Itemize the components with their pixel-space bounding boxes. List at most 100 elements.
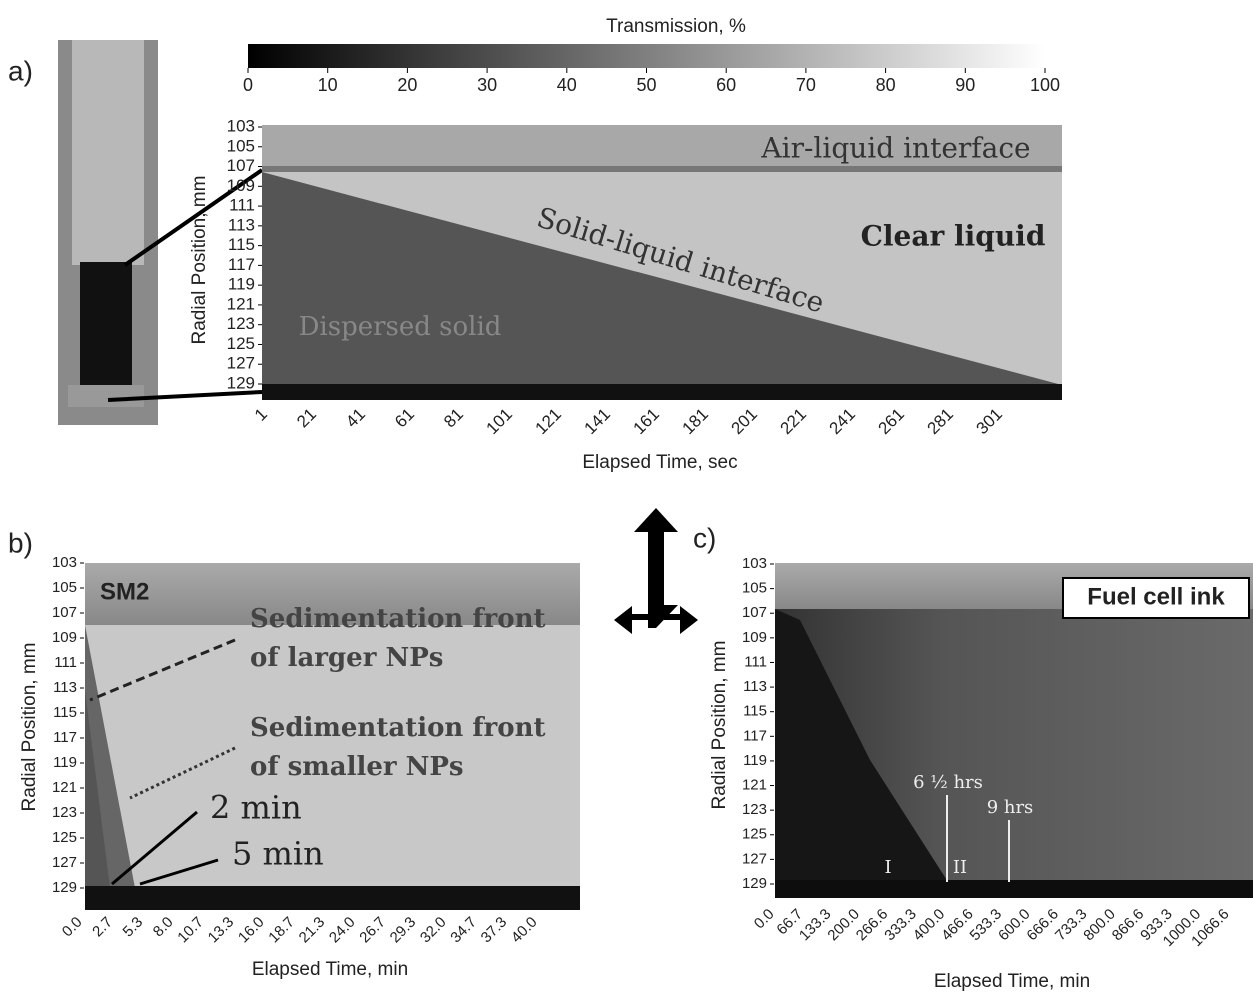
y-tick-label: 129: [227, 373, 255, 392]
colorbar-tick-label: 90: [955, 75, 975, 95]
x-tick-label: 733.3: [1052, 906, 1091, 945]
heatmap: [262, 125, 1062, 400]
connector: [123, 168, 264, 267]
x-tick-label: 81: [440, 405, 467, 432]
x-tick-label: 241: [826, 405, 859, 438]
annotation: 2 min: [210, 789, 302, 827]
y-tick-label: 105: [742, 580, 767, 597]
annotation: 6 ½ hrs: [913, 772, 983, 793]
colorbar-tick-label: 40: [557, 75, 577, 95]
colorbar-tick-label: 20: [397, 75, 417, 95]
arrow: [89, 638, 236, 702]
x-tick-label: 32.0: [417, 914, 450, 947]
x-tick-label: 1: [251, 405, 271, 425]
x-tick-label: 29.3: [387, 914, 420, 947]
x-tick-label: 21.3: [296, 914, 329, 947]
y-tick-label: 115: [53, 704, 77, 721]
annotation: 9 hrs: [987, 797, 1034, 818]
arrow: [111, 810, 198, 886]
x-tick-label: 16.0: [235, 914, 268, 947]
annotation: Sedimentation front: [250, 604, 546, 634]
annotation: Dispersed solid: [299, 312, 502, 342]
photo: [58, 40, 158, 425]
x-tick-label: 21: [293, 405, 320, 432]
x-tick-label: 161: [630, 405, 663, 438]
x-tick-label: 800.0: [1080, 906, 1119, 945]
x-tick-label: 2.7: [89, 914, 116, 941]
x-axis-label: Elapsed Time, min: [934, 971, 1090, 992]
y-tick-label: 119: [228, 275, 255, 294]
arrow: [139, 858, 219, 886]
y-tick-label: 121: [742, 777, 767, 794]
colorbar-tick-label: 70: [796, 75, 816, 95]
y-tick-label: 103: [52, 554, 77, 571]
x-tick-label: 133.3: [796, 906, 835, 945]
x-tick-label: 5.3: [120, 914, 147, 941]
y-tick-label: 119: [743, 752, 767, 769]
x-axis-label: Elapsed Time, sec: [582, 452, 737, 473]
colorbar-tick-label: 100: [1030, 75, 1060, 95]
annotation: I: [884, 857, 891, 878]
y-tick-label: 111: [744, 653, 767, 670]
colorbar-tick-label: 50: [636, 75, 656, 95]
colorbar: [248, 44, 1045, 68]
annotation: 5 min: [232, 835, 324, 873]
heatmap: [85, 563, 580, 910]
annotation: Sedimentation front: [250, 713, 546, 743]
arrow: [129, 746, 236, 800]
y-tick-label: 117: [53, 729, 77, 746]
y-tick-label: 125: [52, 829, 77, 846]
x-tick-label: 466.6: [938, 906, 977, 945]
y-tick-label: 115: [228, 235, 255, 254]
y-tick-label: 109: [742, 629, 767, 646]
y-tick-label: 111: [54, 654, 77, 671]
x-tick-label: 201: [728, 405, 761, 438]
y-tick-label: 113: [53, 679, 77, 696]
x-tick-label: 26.7: [356, 914, 389, 947]
y-axis-label: Radial Position, mm: [189, 176, 210, 345]
x-axis-label: Elapsed Time, min: [252, 959, 408, 980]
y-tick-label: 127: [52, 854, 77, 871]
y-tick-label: 113: [743, 678, 767, 695]
x-tick-label: 666.6: [1023, 906, 1062, 945]
y-tick-label: 119: [53, 754, 77, 771]
x-tick-label: 221: [777, 405, 810, 438]
y-tick-label: 127: [742, 850, 767, 867]
connector: [107, 390, 263, 402]
annotation: II: [953, 857, 967, 878]
x-tick-label: 34.7: [447, 914, 480, 947]
y-tick-label: 123: [742, 801, 767, 818]
legend-box: [1062, 577, 1250, 619]
y-tick-label: 105: [227, 136, 255, 155]
y-tick-label: 123: [227, 314, 255, 333]
colorbar-tick-label: 0: [243, 75, 253, 95]
x-tick-label: 24.0: [326, 914, 359, 947]
y-tick-label: 107: [227, 156, 255, 175]
y-tick-label: 123: [52, 804, 77, 821]
y-tick-label: 121: [227, 294, 255, 313]
x-tick-label: 200.0: [824, 906, 863, 945]
colorbar-tick-label: 30: [477, 75, 497, 95]
x-tick-label: 8.0: [150, 914, 177, 941]
x-tick-label: 600.0: [995, 906, 1034, 945]
y-tick-label: 129: [52, 879, 77, 896]
y-tick-label: 129: [742, 875, 767, 892]
y-tick-label: 103: [742, 555, 767, 572]
y-tick-label: 111: [229, 196, 255, 215]
x-tick-label: 181: [679, 405, 712, 438]
y-tick-label: 117: [743, 727, 767, 744]
y-tick-label: 127: [227, 354, 255, 373]
x-tick-label: 301: [973, 405, 1006, 438]
y-tick-label: 109: [227, 176, 255, 195]
colorbar-title: Transmission, %: [606, 16, 746, 37]
x-tick-label: 0.0: [59, 914, 86, 941]
x-tick-label: 866.6: [1109, 906, 1148, 945]
x-tick-label: 18.7: [265, 914, 298, 947]
x-tick-label: 141: [581, 405, 614, 438]
x-tick-label: 40.0: [508, 914, 541, 947]
y-axis-label: Radial Position, mm: [19, 643, 40, 812]
annotation: Clear liquid: [861, 220, 1046, 253]
y-tick-label: 109: [52, 629, 77, 646]
annotation: of smaller NPs: [250, 752, 464, 782]
